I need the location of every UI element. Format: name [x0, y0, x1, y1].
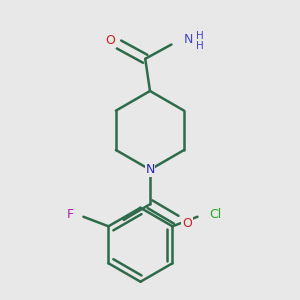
- Text: H: H: [196, 31, 203, 41]
- Text: Cl: Cl: [209, 208, 222, 221]
- Text: H: H: [196, 41, 203, 51]
- Text: N: N: [145, 163, 155, 176]
- Text: N: N: [184, 33, 193, 46]
- Text: O: O: [182, 217, 192, 230]
- Text: O: O: [106, 34, 116, 47]
- Text: F: F: [67, 208, 74, 221]
